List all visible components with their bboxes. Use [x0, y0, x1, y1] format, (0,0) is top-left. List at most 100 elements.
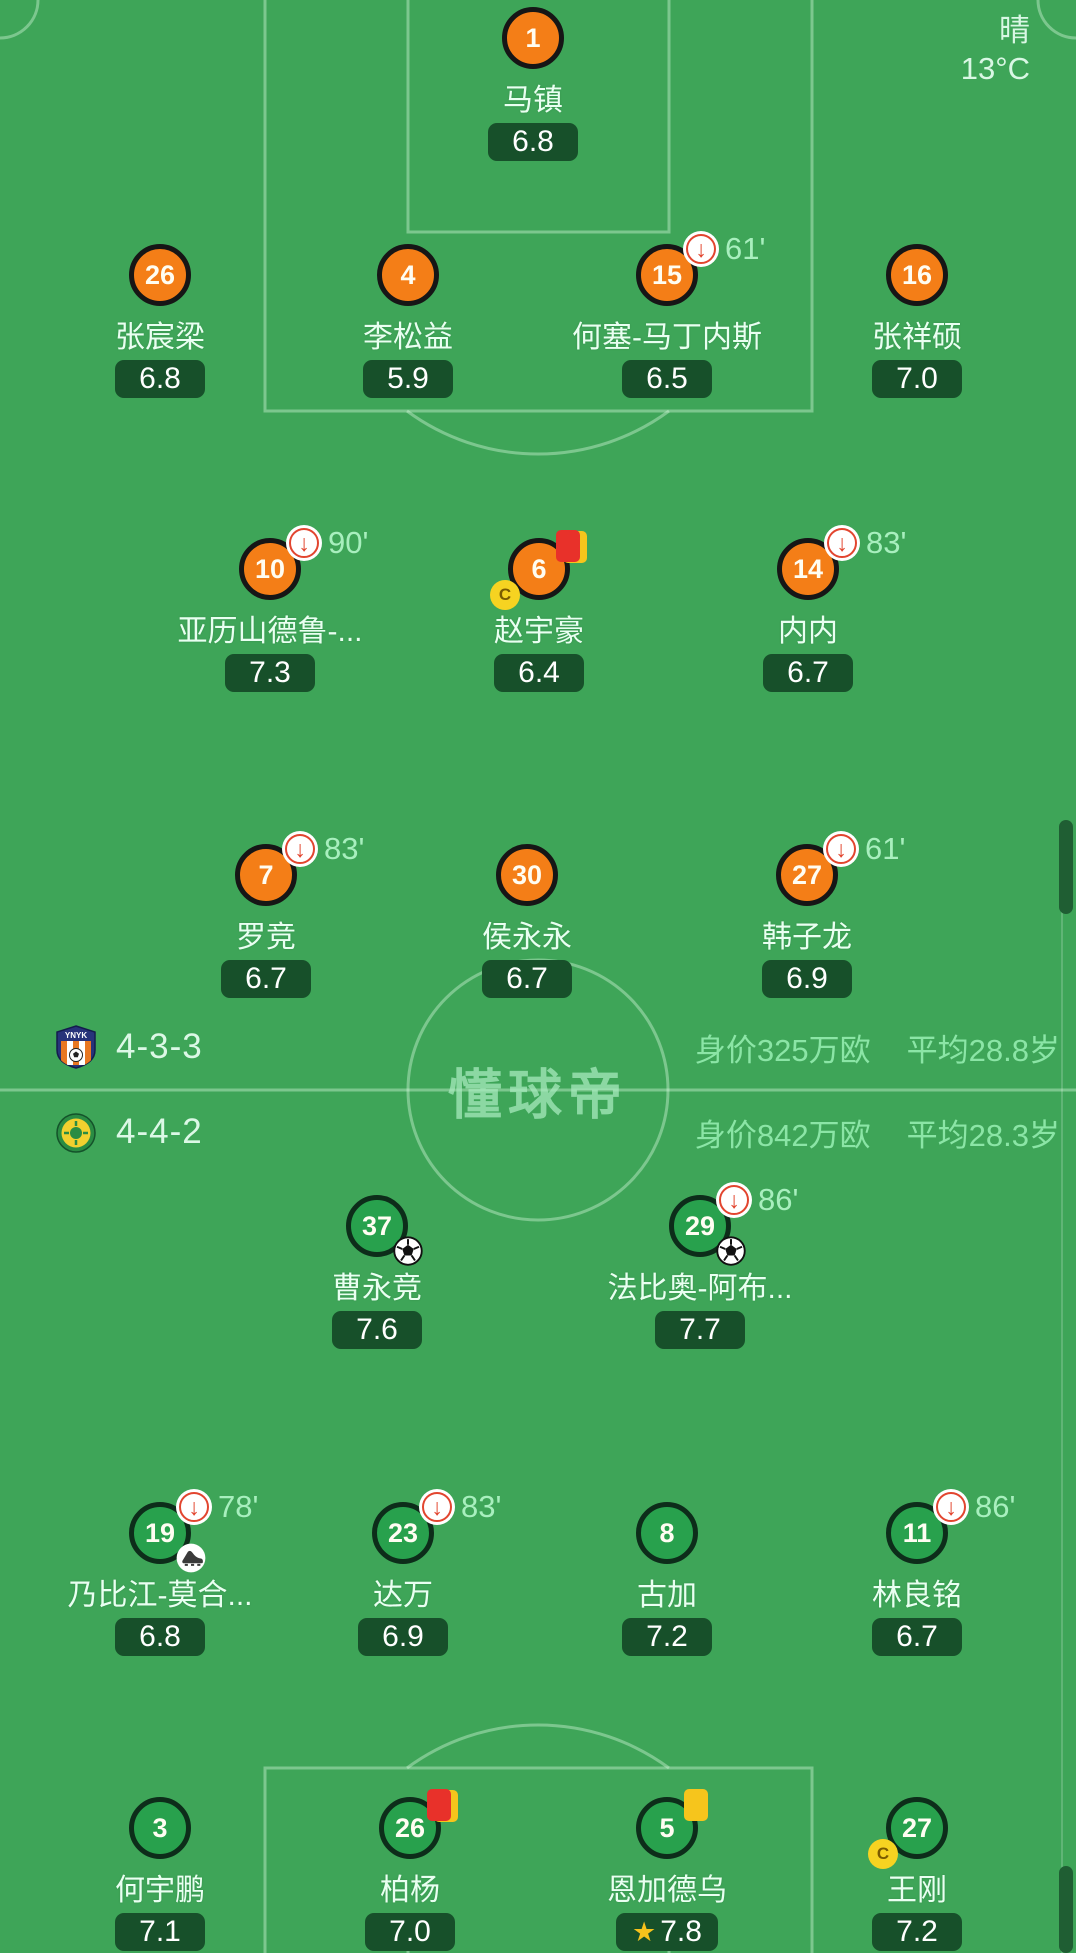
player-name: 内内: [778, 615, 838, 648]
player-card[interactable]: 37 曹永竞 7.6: [227, 1195, 527, 1349]
player-card[interactable]: 29 ↓ 86' 法比奥-阿布... 7.7: [550, 1182, 850, 1349]
scrollbar-thumb-bottom[interactable]: [1059, 1866, 1073, 1953]
player-rating-badge: 6.7: [763, 654, 853, 692]
player-number: 10: [254, 553, 286, 584]
player-number: 37: [361, 1210, 393, 1241]
player-name: 乃比江-莫合...: [67, 1579, 253, 1612]
substitution-minute: 83': [324, 831, 365, 866]
substituted-off-icon: ↓: [683, 231, 719, 267]
substituted-off-icon: ↓: [933, 1489, 969, 1525]
player-card[interactable]: 3 何宇鹏 7.1: [10, 1797, 310, 1951]
down-arrow-icon: ↓: [945, 1493, 957, 1520]
player-card[interactable]: 10 ↓ 90' 亚历山德鲁-... 7.3: [120, 525, 420, 692]
substitution-minute: 86': [758, 1182, 799, 1217]
substituted-off-icon: ↓: [823, 831, 859, 867]
player-card[interactable]: 16 张祥硕 7.0: [767, 244, 1067, 398]
player-card[interactable]: 19 ↓ 78' 乃比江-莫合... 6.8: [10, 1489, 310, 1656]
player-name: 恩加德乌: [607, 1874, 727, 1907]
player-rating-badge: 6.7: [872, 1618, 962, 1656]
player-disc: 37: [346, 1195, 408, 1257]
player-disc: 8: [636, 1502, 698, 1564]
player-disc: 26: [129, 244, 191, 306]
player-card[interactable]: 8 古加 7.2: [517, 1502, 817, 1656]
away-team-info-row[interactable]: YNYK 4-3-3 身价325万欧 平均28.8岁: [0, 1015, 1076, 1079]
player-rating-badge: 6.7: [482, 960, 572, 998]
player-card[interactable]: 27 C 王刚 7.2: [767, 1797, 1067, 1951]
player-number: 30: [511, 859, 543, 890]
down-arrow-icon: ↓: [298, 529, 310, 556]
player-card[interactable]: 6 C 赵宇豪 6.4: [389, 530, 689, 692]
home-team-crest: [56, 1110, 96, 1154]
player-rating: 5.9: [387, 362, 429, 395]
away-formation: 4-3-3: [116, 1027, 203, 1066]
player-name: 何宇鹏: [115, 1874, 205, 1907]
player-card[interactable]: 30 侯永永 6.7: [377, 844, 677, 998]
red-card-icon: [427, 1789, 451, 1821]
down-arrow-icon: ↓: [835, 835, 847, 862]
player-name: 张祥硕: [872, 321, 962, 354]
player-name: 曹永竞: [332, 1272, 422, 1305]
down-arrow-icon: ↓: [431, 1493, 443, 1520]
weather-temperature: 13°C: [960, 51, 1030, 86]
player-rating-badge: 6.4: [494, 654, 584, 692]
player-disc: 16: [886, 244, 948, 306]
player-rating: 6.8: [512, 125, 554, 158]
player-number: 26: [144, 259, 176, 290]
player-rating: 6.8: [139, 1620, 181, 1653]
player-rating-badge: 7.6: [332, 1311, 422, 1349]
weather-condition: 晴: [999, 13, 1030, 48]
player-card[interactable]: 1 马镇 6.8: [383, 7, 683, 161]
player-disc: 23: [372, 1502, 434, 1564]
player-name: 林良铭: [872, 1579, 962, 1612]
player-name: 张宸梁: [115, 321, 205, 354]
player-rating-badge: 6.9: [358, 1618, 448, 1656]
substituted-off-icon: ↓: [419, 1489, 455, 1525]
player-rating: 7.0: [389, 1915, 431, 1948]
player-card[interactable]: 14 ↓ 83' 内内 6.7: [658, 525, 958, 692]
player-disc: 3: [129, 1797, 191, 1859]
player-card[interactable]: 26 柏杨 7.0: [260, 1789, 560, 1951]
player-rating: 6.9: [786, 962, 828, 995]
player-rating: 6.7: [506, 962, 548, 995]
home-formation: 4-4-2: [116, 1112, 203, 1151]
player-rating-badge: 7.7: [655, 1311, 745, 1349]
player-rating-badge: 6.7: [221, 960, 311, 998]
player-card[interactable]: 7 ↓ 83' 罗竞 6.7: [116, 831, 416, 998]
substitution-minute: 61': [725, 231, 766, 266]
substitution-minute: 86': [975, 1489, 1016, 1524]
player-card[interactable]: 11 ↓ 86' 林良铭 6.7: [767, 1489, 1067, 1656]
substituted-off-icon: ↓: [286, 525, 322, 561]
scrollbar-thumb-top[interactable]: [1059, 820, 1073, 914]
player-rating: 6.9: [382, 1620, 424, 1653]
down-arrow-icon: ↓: [836, 529, 848, 556]
player-disc: 4: [377, 244, 439, 306]
player-rating-badge: 7.0: [872, 360, 962, 398]
substituted-off-icon: ↓: [824, 525, 860, 561]
player-disc: 1: [502, 7, 564, 69]
player-rating: 6.4: [518, 656, 560, 689]
player-card[interactable]: 27 ↓ 61' 韩子龙 6.9: [657, 831, 957, 998]
player-rating: 7.7: [679, 1313, 721, 1346]
player-card[interactable]: 4 李松益 5.9: [258, 244, 558, 398]
player-rating: 7.1: [139, 1915, 181, 1948]
weather-widget: 晴 13°C: [961, 12, 1030, 88]
player-name: 何塞-马丁内斯: [572, 321, 762, 354]
player-name: 赵宇豪: [494, 615, 584, 648]
player-name: 马镇: [503, 84, 563, 117]
player-name: 王刚: [887, 1874, 947, 1907]
substitution-minute: 61': [865, 831, 906, 866]
player-disc: 10: [239, 538, 301, 600]
player-number: 26: [394, 1812, 426, 1843]
player-name: 侯永永: [482, 921, 572, 954]
player-card[interactable]: 15 ↓ 61' 何塞-马丁内斯 6.5: [517, 231, 817, 398]
player-card[interactable]: 26 张宸梁 6.8: [10, 244, 310, 398]
player-rating: 6.7: [787, 656, 829, 689]
player-rating: 6.5: [646, 362, 688, 395]
player-number: 15: [651, 259, 683, 290]
player-card[interactable]: 5 恩加德乌 ★ 7.8: [517, 1789, 817, 1951]
player-card[interactable]: 23 ↓ 83' 达万 6.9: [253, 1489, 553, 1656]
home-team-info-row[interactable]: 4-4-2 身价842万欧 平均28.3岁: [0, 1100, 1076, 1164]
svg-text:YNYK: YNYK: [65, 1031, 87, 1040]
captain-badge: C: [868, 1839, 898, 1869]
player-number: 4: [400, 259, 416, 290]
